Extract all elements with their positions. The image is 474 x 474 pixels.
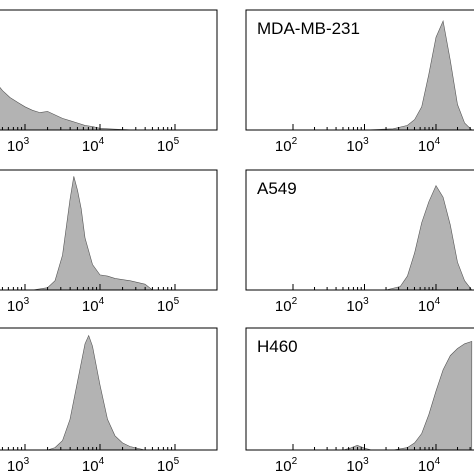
- x-tick-label: 105: [157, 136, 180, 155]
- x-tick-label: 102: [275, 456, 298, 474]
- x-tick-label: 104: [82, 136, 105, 155]
- panel-frame: [0, 169, 218, 291]
- x-tick-label: 104: [418, 296, 441, 315]
- x-tick-label: 103: [7, 456, 30, 474]
- panel-frame: [245, 327, 474, 451]
- cell-line-label: MDA-MB-231: [257, 19, 360, 38]
- x-tick-label: 103: [346, 136, 369, 155]
- x-tick-label: 103: [7, 136, 30, 155]
- panel-frame: [245, 9, 474, 131]
- x-tick-label: 104: [82, 296, 105, 315]
- histogram-area: [293, 340, 473, 450]
- x-tick-label: 105: [157, 296, 180, 315]
- x-tick-label: 104: [418, 136, 441, 155]
- histogram-panel: 102 103 104 A549: [245, 169, 474, 315]
- histogram-panel: 102 103 104 MDA-MB-231: [245, 9, 474, 155]
- x-tick-label: 103: [346, 456, 369, 474]
- histogram-panel: 102 103 104 H460: [245, 327, 474, 474]
- x-tick-label: 103: [7, 296, 30, 315]
- panel-frame: [0, 9, 218, 131]
- panel-frame: [0, 327, 218, 451]
- x-tick-label: 105: [157, 456, 180, 474]
- histogram-area: [0, 87, 175, 130]
- x-tick-label: 104: [82, 456, 105, 474]
- x-tick-label: 102: [275, 296, 298, 315]
- histogram-area: [293, 19, 473, 130]
- histogram-area: [293, 184, 473, 290]
- histogram-panel: 103 104 105: [0, 169, 218, 315]
- cell-line-label: H460: [257, 337, 298, 356]
- x-tick-label: 102: [275, 136, 298, 155]
- histogram-area: [0, 176, 175, 290]
- histogram-panel: 103 104 105: [0, 327, 218, 474]
- histogram-area: [0, 334, 175, 450]
- cell-line-label: A549: [257, 179, 297, 198]
- x-tick-label: 104: [418, 456, 441, 474]
- x-tick-label: 103: [346, 296, 369, 315]
- histogram-panel: 103 104 105: [0, 9, 218, 155]
- panel-frame: [245, 169, 474, 291]
